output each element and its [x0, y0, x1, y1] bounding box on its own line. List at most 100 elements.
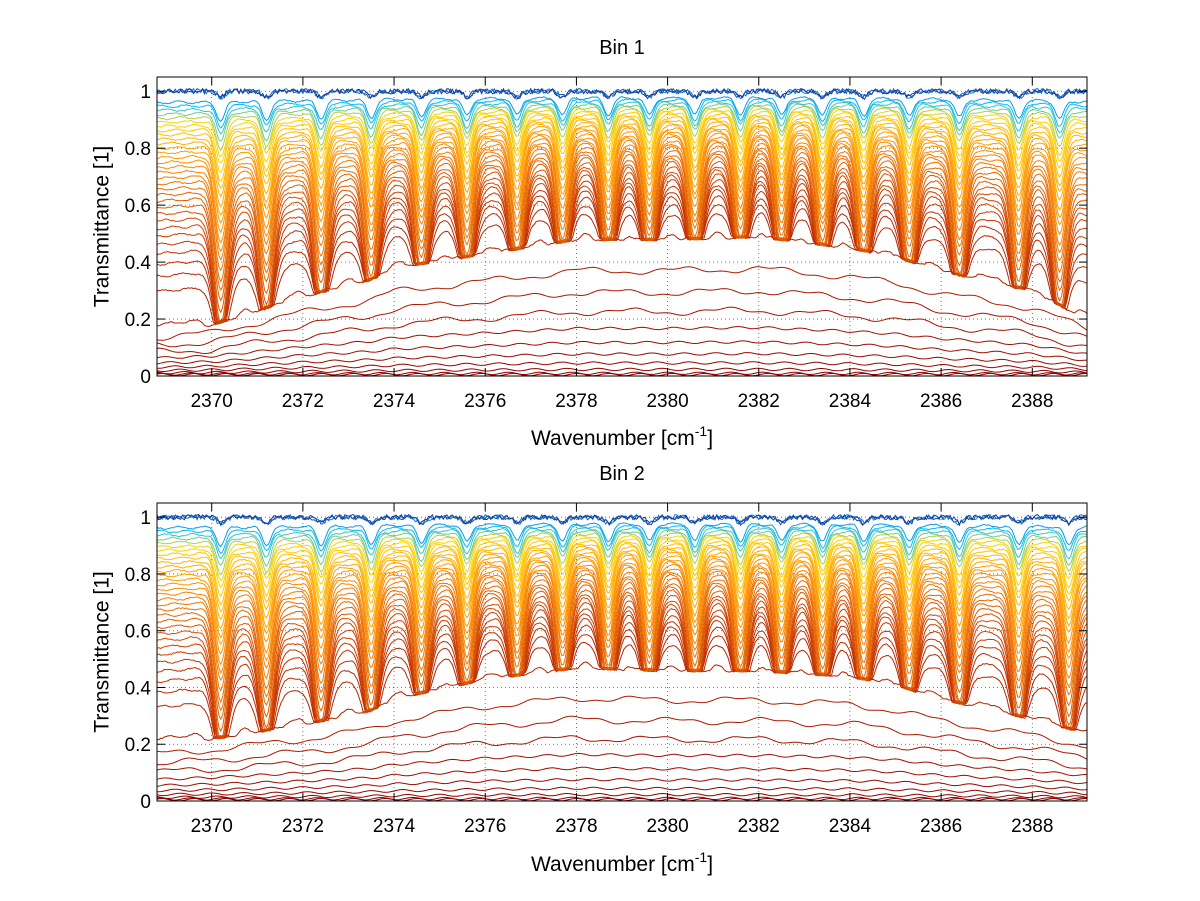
series-line [157, 266, 1087, 341]
x-tick-label: 2370 [191, 816, 233, 837]
x-tick-label: 2374 [373, 391, 416, 412]
series-line [157, 110, 1087, 164]
series-line [157, 115, 1087, 183]
series-line [157, 160, 1087, 314]
series-line [157, 569, 1087, 681]
y-tick-label: 0.6 [125, 196, 151, 217]
series-line [157, 641, 1087, 739]
y-axis-label: Transmittance [1] [91, 146, 114, 307]
y-tick-label: 0 [140, 792, 151, 813]
y-axis-label: Transmittance [1] [91, 571, 114, 732]
axes-box [156, 502, 1088, 802]
x-tick-label: 2378 [555, 391, 597, 412]
series-line [157, 306, 1087, 354]
x-tick-label: 2372 [282, 391, 324, 412]
series-line [157, 141, 1087, 261]
series-line [157, 796, 1087, 801]
x-tick-label: 2370 [191, 391, 233, 412]
axes-box [156, 76, 1088, 377]
series-line [157, 522, 1087, 548]
series-line [157, 103, 1087, 142]
series-line [157, 138, 1087, 253]
series-line [157, 524, 1087, 555]
series-line [157, 715, 1087, 766]
series-line [157, 132, 1087, 234]
series-line [157, 95, 1087, 123]
series-line [157, 195, 1087, 324]
series-line [157, 87, 1087, 101]
series-line [157, 735, 1087, 773]
series-line [157, 537, 1087, 589]
series-line [157, 156, 1087, 302]
series-line [157, 551, 1087, 630]
series-line [157, 118, 1087, 189]
series-line [157, 577, 1087, 704]
y-tick-label: 1 [140, 508, 151, 529]
y-tick-label: 0.4 [125, 253, 152, 274]
series-line [157, 539, 1087, 598]
x-tick-label: 2380 [646, 816, 688, 837]
y-tick-label: 0.2 [125, 310, 151, 331]
series-line [157, 588, 1087, 732]
series-line [157, 584, 1087, 721]
series-line [157, 326, 1087, 359]
series-line [157, 527, 1087, 560]
series-line [157, 121, 1087, 198]
series-line [157, 766, 1087, 787]
series-line [157, 556, 1087, 646]
series-line [157, 634, 1087, 740]
series-line [157, 100, 1087, 135]
series-line [157, 153, 1087, 292]
series-line [157, 352, 1087, 369]
series-line [157, 752, 1087, 781]
series-line [157, 231, 1087, 327]
series-line [157, 98, 1087, 129]
y-tick-label: 0 [140, 367, 151, 388]
y-tick-label: 0.2 [125, 735, 151, 756]
series-line [157, 566, 1087, 675]
series-line [157, 367, 1087, 375]
series-line [157, 529, 1087, 568]
series-line [157, 560, 1087, 656]
series-line [157, 617, 1087, 738]
y-tick-label: 0.8 [125, 139, 151, 160]
y-tick-label: 0.4 [125, 678, 152, 699]
series-line [157, 150, 1087, 283]
series-line [157, 135, 1087, 244]
x-tick-label: 2376 [464, 816, 506, 837]
series-line [157, 145, 1087, 272]
x-axis-label: Wavenumber [cm-1] [531, 423, 713, 450]
y-tick-label: 1 [140, 82, 151, 103]
x-tick-label: 2384 [829, 391, 872, 412]
chart-title: Bin 1 [599, 37, 645, 59]
series-line [157, 542, 1087, 606]
series-line [157, 786, 1087, 797]
x-tick-label: 2376 [464, 391, 506, 412]
series-line [157, 105, 1087, 152]
series-line [157, 127, 1087, 216]
series-line [157, 173, 1087, 323]
series-line [157, 580, 1087, 712]
x-tick-label: 2382 [738, 816, 780, 837]
y-tick-label: 0.8 [125, 565, 151, 586]
series-line [157, 87, 1087, 100]
series-line [157, 624, 1087, 739]
series-line [157, 602, 1087, 739]
chart-title: Bin 2 [599, 463, 645, 485]
series-line [157, 554, 1087, 639]
chart-panel-bin-1: Bin 1 Transmittance [1] Wavenumber [cm-1… [91, 37, 1088, 450]
series-line [157, 613, 1087, 739]
x-axis-label-superscript: -1 [695, 423, 708, 439]
y-tick-label: 0.6 [125, 622, 151, 643]
series-line [157, 661, 1087, 741]
series-line [157, 165, 1087, 324]
series-line [157, 597, 1087, 737]
x-tick-label: 2386 [920, 816, 962, 837]
series-group [157, 513, 1087, 801]
series-line [157, 184, 1087, 324]
series-line [157, 212, 1087, 324]
ticks [157, 503, 1087, 802]
series-line [157, 108, 1087, 158]
chart-panel-bin-2: Bin 2 Transmittance [1] Wavenumber [cm-1… [91, 463, 1088, 876]
x-tick-label: 2372 [282, 816, 324, 837]
